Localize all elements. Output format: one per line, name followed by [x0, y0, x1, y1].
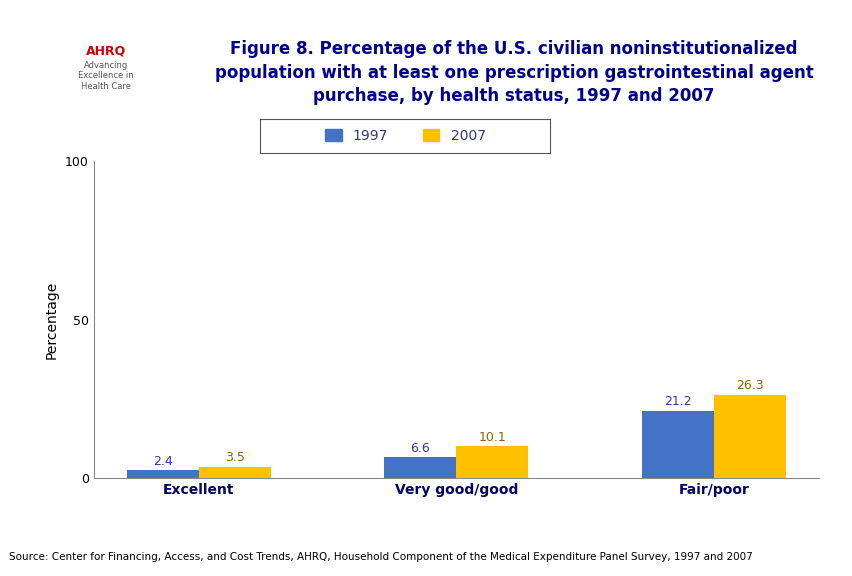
Text: Figure 8. Percentage of the U.S. civilian noninstitutionalized
population with a: Figure 8. Percentage of the U.S. civilia… — [215, 40, 812, 105]
Bar — [127, 471, 199, 478]
Bar — [456, 446, 528, 478]
Text: 3.5: 3.5 — [225, 452, 245, 464]
Text: Source: Center for Financing, Access, and Cost Trends, AHRQ, Household Component: Source: Center for Financing, Access, an… — [9, 552, 751, 562]
Text: 6.6: 6.6 — [410, 442, 429, 454]
Legend: 1997, 2007: 1997, 2007 — [319, 123, 491, 149]
Bar — [383, 457, 456, 478]
Bar — [641, 411, 713, 478]
Text: 2.4: 2.4 — [153, 455, 172, 468]
Text: 21.2: 21.2 — [663, 395, 691, 408]
Y-axis label: Percentage: Percentage — [44, 281, 58, 359]
Text: 10.1: 10.1 — [478, 430, 506, 444]
Text: 26.3: 26.3 — [735, 379, 763, 392]
Bar — [199, 467, 271, 478]
Bar — [713, 395, 785, 478]
